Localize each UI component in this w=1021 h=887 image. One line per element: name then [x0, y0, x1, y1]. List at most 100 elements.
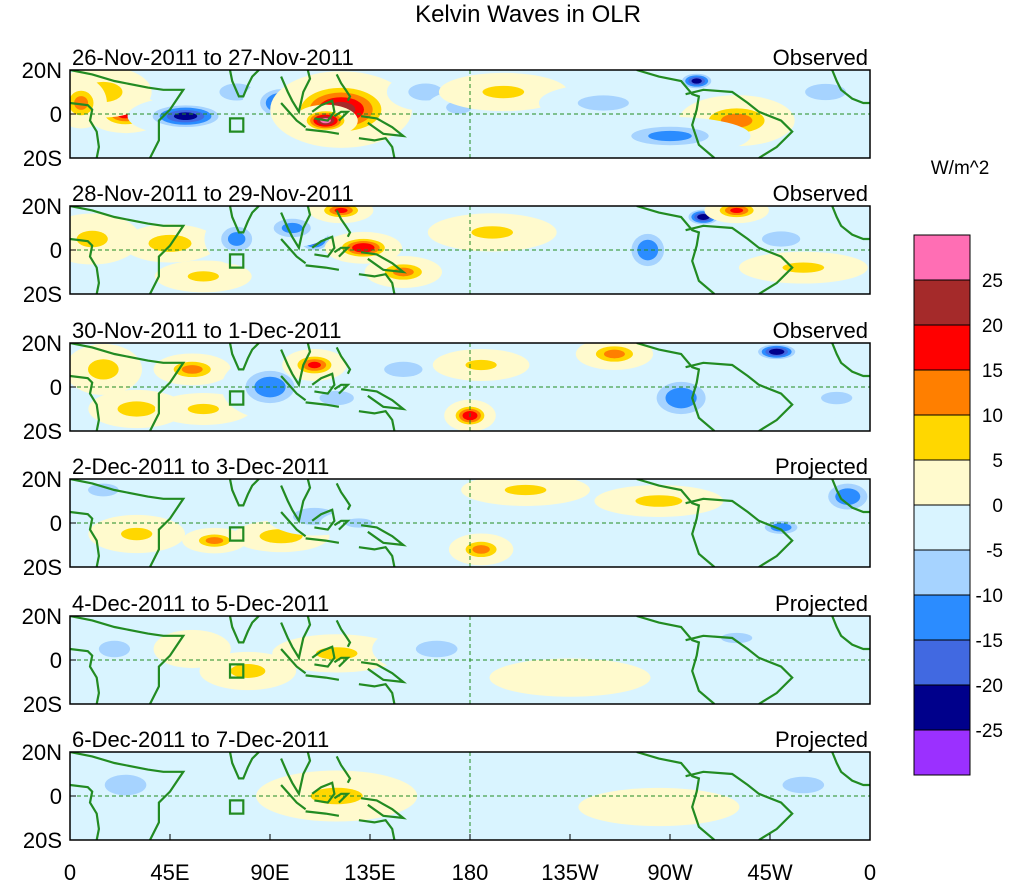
y-tick-label: 0 — [50, 648, 62, 673]
coastline — [831, 343, 870, 378]
olr-anomaly-contour — [148, 234, 192, 252]
map-panel-3: 20N 0 20S 30-Nov-2011 to 1-Dec-2011 Observed — [22, 318, 871, 444]
coastline — [70, 374, 101, 431]
colorbar-swatch — [913, 279, 971, 326]
coastline — [358, 818, 396, 840]
coastline — [831, 206, 870, 241]
coastline — [358, 409, 396, 431]
y-tick-label: 20S — [23, 419, 62, 444]
coastline — [70, 479, 186, 567]
colorbar-level-label: -5 — [986, 541, 1003, 562]
colorbar-swatch — [913, 414, 971, 461]
colorbar-swatch — [913, 324, 971, 371]
coastline — [70, 510, 101, 567]
x-tick-label: 180 — [452, 860, 489, 885]
x-tick-label: 135W — [541, 860, 599, 885]
coastline — [831, 70, 870, 105]
olr-anomaly-contour — [768, 348, 785, 355]
olr-anomaly-contour — [782, 262, 825, 273]
y-tick-label: 20S — [23, 146, 62, 171]
panel-date-label: 28-Nov-2011 to 29-Nov-2011 — [72, 181, 354, 206]
olr-anomaly-contour — [648, 130, 692, 142]
colorbar-swatch — [913, 729, 971, 776]
olr-anomaly-contour — [691, 78, 702, 84]
olr-anomaly-contour — [281, 222, 303, 234]
x-tick-label: 45W — [747, 860, 792, 885]
map-panel-5: 20N 0 20S 4-Dec-2011 to 5-Dec-2011 Projected — [22, 591, 871, 717]
y-tick-label: 20S — [23, 282, 62, 307]
olr-anomaly-contour — [88, 483, 119, 497]
coastline — [360, 251, 407, 274]
colorbar-swatch — [913, 504, 971, 551]
olr-anomaly-contour — [104, 774, 147, 796]
x-tick-label: 135E — [344, 860, 395, 885]
coastline — [70, 206, 186, 294]
coastline — [360, 661, 407, 684]
y-tick-label: 0 — [50, 375, 62, 400]
coastline — [228, 479, 260, 507]
coastline — [358, 272, 396, 294]
coastline — [305, 537, 340, 544]
coastline — [280, 102, 307, 129]
coastline — [685, 361, 794, 431]
olr-anomaly-halo — [578, 787, 740, 827]
olr-anomaly-contour — [635, 495, 683, 507]
coastline — [335, 482, 352, 511]
olr-anomaly-contour — [117, 401, 156, 417]
y-tick-label: 0 — [50, 102, 62, 127]
panel-status-label: Observed — [773, 45, 868, 70]
y-tick-label: 20S — [23, 692, 62, 717]
olr-anomaly-contour — [761, 231, 801, 247]
olr-anomaly-contour — [472, 545, 490, 554]
coastline — [305, 128, 340, 135]
coastline — [335, 755, 352, 784]
y-tick-label: 20N — [22, 331, 62, 356]
colorbar-level-label: -20 — [976, 676, 1003, 697]
coastline — [280, 648, 307, 675]
olr-field — [70, 753, 868, 827]
x-tick-label: 45E — [150, 860, 189, 885]
olr-anomaly-contour — [408, 83, 443, 101]
olr-anomaly-contour — [415, 640, 458, 658]
coastline — [636, 752, 716, 840]
reference-box — [228, 526, 245, 542]
olr-anomaly-contour — [697, 213, 710, 221]
coastline — [360, 524, 407, 547]
coastline — [311, 372, 336, 395]
colorbar-level-label: 15 — [982, 361, 1003, 382]
colorbar-swatch — [913, 459, 971, 506]
olr-anomaly-contour — [805, 83, 847, 101]
coastline — [685, 88, 794, 158]
colorbar-units-label: W/m^2 — [931, 158, 990, 179]
panel-date-label: 2-Dec-2011 to 3-Dec-2011 — [72, 454, 329, 479]
coastlines — [70, 616, 870, 704]
coastlines — [70, 343, 870, 431]
olr-anomaly-contour — [315, 647, 358, 660]
coastline — [228, 70, 260, 98]
coastline — [280, 616, 312, 661]
reference-box — [228, 390, 245, 406]
reference-box — [228, 117, 245, 133]
coastline — [280, 511, 307, 538]
coastline — [280, 238, 307, 265]
coastlines — [70, 752, 870, 840]
reference-box — [228, 663, 245, 679]
coastline — [636, 70, 716, 158]
panel-date-label: 30-Nov-2011 to 1-Dec-2011 — [72, 318, 341, 343]
colorbar-level-label: 0 — [992, 496, 1003, 517]
panel-status-label: Projected — [775, 727, 868, 752]
coastline — [280, 206, 312, 251]
olr-field — [70, 622, 786, 697]
olr-anomaly-contour — [471, 226, 514, 239]
olr-anomaly-contour — [770, 523, 792, 532]
colorbar-swatch — [913, 369, 971, 416]
olr-anomaly-contour — [504, 484, 547, 496]
colorbar-swatch — [913, 684, 971, 731]
panel-status-label: Observed — [773, 181, 868, 206]
panel-date-label: 6-Dec-2011 to 7-Dec-2011 — [72, 727, 329, 752]
coastline — [280, 343, 312, 388]
coastline — [305, 674, 340, 681]
coastline — [685, 770, 794, 840]
coastline — [311, 235, 336, 258]
coastline — [228, 616, 260, 644]
